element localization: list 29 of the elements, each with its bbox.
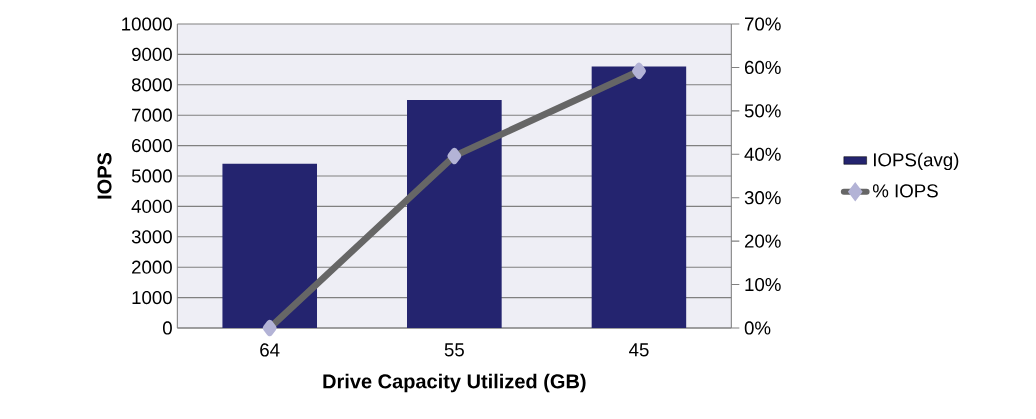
y-tick-label: 6000 bbox=[132, 139, 172, 153]
y2-tick-label: 10% bbox=[745, 278, 781, 292]
y-tick-label: 9000 bbox=[131, 47, 172, 62]
y2-tick-label: 20% bbox=[744, 234, 781, 248]
y2-tick-label: 70% bbox=[745, 17, 781, 31]
y-tick-label: 2000 bbox=[132, 260, 172, 274]
legend-label: % IOPS bbox=[872, 184, 938, 198]
y-tick-label: 10000 bbox=[122, 17, 172, 31]
y2-tick-label: 50% bbox=[744, 104, 781, 118]
y-tick-label: 7000 bbox=[132, 108, 172, 122]
x-tick-label: 45 bbox=[629, 343, 649, 357]
bar bbox=[591, 66, 687, 329]
x-tick-label: 64 bbox=[260, 343, 280, 357]
y-tick-label: 8000 bbox=[131, 78, 172, 92]
y-tick-label: 0 bbox=[162, 321, 172, 335]
y-tick-label: 5000 bbox=[131, 169, 172, 183]
y-tick-label: 4000 bbox=[131, 199, 172, 214]
x-axis-title: Drive Capacity Utilized (GB) bbox=[323, 373, 586, 393]
legend-label: IOPS(avg) bbox=[874, 152, 959, 171]
y2-tick-label: 40% bbox=[744, 147, 781, 162]
bar bbox=[222, 164, 318, 329]
y-tick-label: 1000 bbox=[132, 291, 172, 305]
y2-tick-label: 60% bbox=[744, 60, 781, 75]
bar bbox=[407, 100, 502, 329]
y2-tick-label: 0% bbox=[744, 321, 771, 335]
y2-tick-label: 30% bbox=[744, 191, 781, 205]
y-tick-label: 3000 bbox=[131, 230, 172, 244]
y-axis-title: IOPS bbox=[97, 153, 112, 199]
x-tick-label: 55 bbox=[444, 343, 464, 357]
